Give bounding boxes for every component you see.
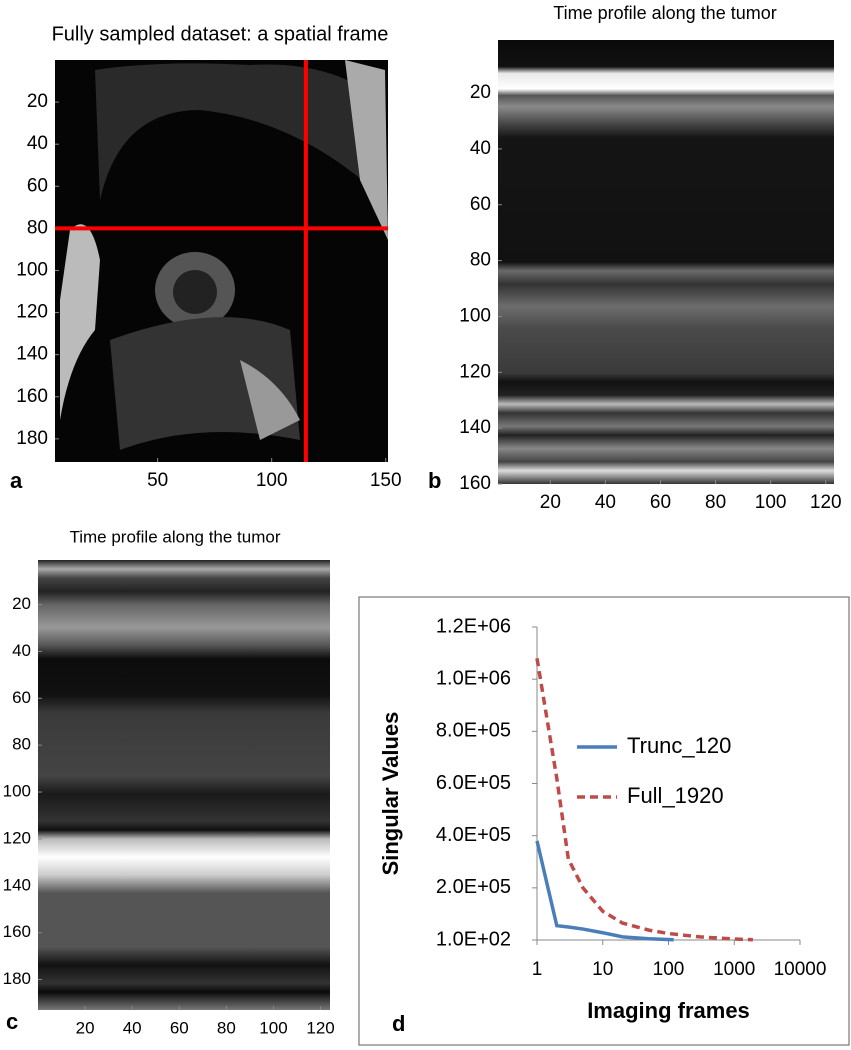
y-tick-label: 100 [459,305,491,326]
y-tick-label: 20 [12,594,31,613]
y-tick-label: 100 [3,782,31,801]
x-tick-label: 1 [532,959,543,980]
y-tick-label: 140 [3,875,31,894]
legend-label: Full_1920 [627,783,724,808]
x-tick-label: 60 [170,1018,189,1037]
x-tick-label: 40 [123,1018,142,1037]
y-tick-label: 80 [27,217,48,238]
y-axis-title: Singular Values [378,712,403,876]
y-tick-label: 80 [12,735,31,754]
y-tick-label: 120 [16,302,48,323]
y-tick-label: 4.0E+05 [436,824,511,846]
y-tick-label: 160 [459,473,491,494]
x-tick-label: 100 [256,470,288,491]
x-tick-label: 100 [755,492,787,513]
y-tick-label: 1.2E+06 [436,615,511,637]
x-tick-label: 100 [653,959,685,980]
y-tick-label: 20 [27,91,48,112]
series-line [535,658,753,942]
x-tick-label: 10 [592,959,613,980]
image-b [498,40,834,484]
image-c [38,560,330,1010]
panel-d-frame [358,596,850,1046]
x-tick-label: 20 [76,1018,95,1037]
y-tick-label: 1.0E+02 [436,928,511,950]
panel-title: Fully sampled dataset: a spatial frame [52,23,389,45]
image-a [55,60,388,462]
y-tick-label: 160 [16,386,48,407]
y-tick-label: 2.0E+05 [436,876,511,898]
panel-label: d [392,1011,405,1036]
x-tick-label: 40 [595,492,616,513]
x-tick-label: 120 [306,1018,334,1037]
y-tick-label: 120 [459,361,491,382]
y-tick-label: 180 [16,428,48,449]
x-tick-label: 10000 [774,959,827,980]
legend-label: Trunc_120 [627,733,731,758]
y-tick-label: 140 [16,344,48,365]
panel-title: Time profile along the tumor [553,3,776,23]
panel-label: c [6,1009,18,1034]
panel-title: Time profile along the tumor [69,527,280,546]
x-tick-label: 120 [810,492,842,513]
x-axis-title: Imaging frames [587,998,750,1023]
x-tick-label: 1000 [713,959,755,980]
y-tick-label: 40 [27,133,48,154]
x-tick-label: 80 [217,1018,236,1037]
y-tick-label: 6.0E+05 [436,772,511,794]
x-tick-label: 50 [147,470,168,491]
y-tick-label: 1.0E+06 [436,667,511,689]
y-tick-label: 160 [3,922,31,941]
y-tick-label: 180 [3,969,31,988]
x-tick-label: 20 [540,492,561,513]
y-tick-label: 40 [12,641,31,660]
x-tick-label: 100 [259,1018,287,1037]
panel-label: a [10,468,23,493]
series-line [535,840,674,942]
y-tick-label: 40 [470,138,491,159]
y-tick-label: 60 [470,194,491,215]
panel-label: b [428,468,441,493]
y-tick-label: 140 [459,417,491,438]
y-tick-label: 60 [27,175,48,196]
y-tick-label: 80 [470,250,491,271]
y-tick-label: 20 [470,82,491,103]
y-tick-label: 60 [12,688,31,707]
y-tick-label: 100 [16,259,48,280]
x-tick-label: 150 [370,470,402,491]
y-tick-label: 120 [3,828,31,847]
x-tick-label: 80 [705,492,726,513]
x-tick-label: 60 [650,492,671,513]
y-tick-label: 8.0E+05 [436,720,511,742]
